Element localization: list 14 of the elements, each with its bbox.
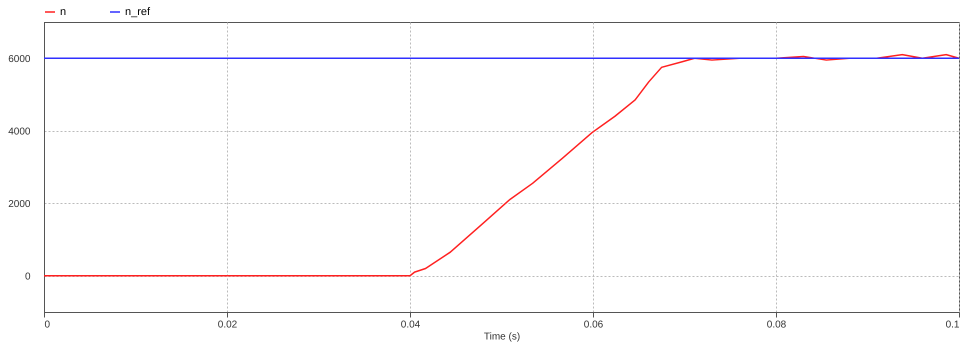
x-tick-label: 0	[44, 320, 50, 330]
x-tick-label: 0.08	[766, 320, 787, 330]
x-tick-label: 0.04	[400, 320, 421, 330]
y-tick-label: 2000	[8, 198, 31, 210]
legend-label: n	[60, 6, 66, 18]
x-tick-label: 0.06	[584, 320, 604, 330]
y-tick-label: 0	[24, 271, 31, 282]
x-tick-label: 0.02	[218, 320, 238, 330]
y-tick-label: 4000	[8, 126, 31, 138]
x-axis-title: Time (s)	[484, 332, 520, 342]
legend-label: n_ref	[125, 6, 152, 18]
x-tick-label: 0.1	[946, 320, 960, 330]
line-series	[43, 54, 960, 276]
y-tick-label: 6000	[8, 54, 31, 65]
